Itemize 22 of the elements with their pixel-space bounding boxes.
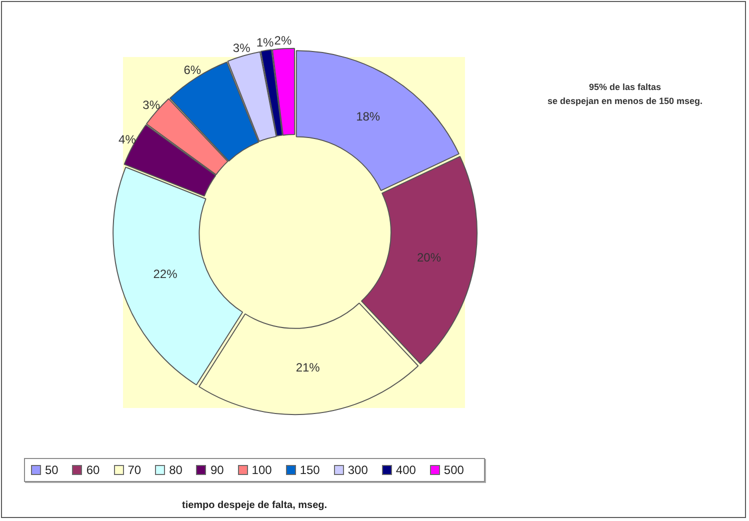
legend-label: 80 xyxy=(169,463,182,477)
legend-label: 100 xyxy=(252,463,272,477)
legend-label: 400 xyxy=(396,463,416,477)
legend-label: 70 xyxy=(128,463,142,477)
legend-label: 150 xyxy=(300,463,320,477)
data-label: 18% xyxy=(356,110,380,124)
data-label: 3% xyxy=(142,98,160,112)
data-label: 22% xyxy=(153,266,178,281)
legend-label: 500 xyxy=(444,463,464,477)
legend-label: 60 xyxy=(86,463,100,477)
data-label: 3% xyxy=(232,40,251,55)
legend-title: tiempo despeje de falta, mseg. xyxy=(182,500,328,511)
data-label: 2% xyxy=(274,34,292,48)
legend-label: 90 xyxy=(210,463,224,477)
data-label: 20% xyxy=(416,250,442,264)
data-label: 1% xyxy=(256,36,274,50)
data-label: 6% xyxy=(184,63,202,78)
legend-label: 300 xyxy=(348,463,368,477)
legend-label: 50 xyxy=(45,463,58,477)
data-label: 21% xyxy=(296,360,320,375)
data-label: 4% xyxy=(118,132,136,147)
text: 95% de las faltas se despejan en menos de 150 mseg. xyxy=(546,81,704,108)
